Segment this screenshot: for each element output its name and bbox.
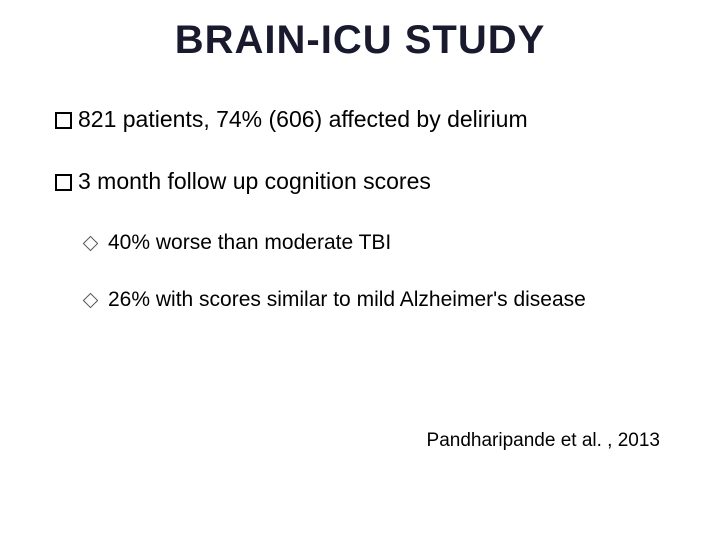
square-bullet-icon bbox=[55, 112, 72, 129]
slide: BRAIN-ICU STUDY 821 patients, 74% (606) … bbox=[0, 0, 720, 540]
bullet-item: 3 month follow up cognition scores bbox=[55, 167, 680, 197]
square-bullet-icon bbox=[55, 174, 72, 191]
corner-decoration-icon bbox=[0, 460, 160, 540]
slide-title: BRAIN-ICU STUDY bbox=[0, 18, 720, 63]
sub-bullet-text: 40% worse than moderate TBI bbox=[108, 229, 391, 256]
diamond-bullet-icon bbox=[83, 236, 99, 252]
bullet-item: 821 patients, 74% (606) affected by deli… bbox=[55, 105, 680, 135]
diamond-bullet-icon bbox=[83, 293, 99, 309]
bullet-text: 821 patients, 74% (606) affected by deli… bbox=[78, 105, 528, 135]
bullet-list: 821 patients, 74% (606) affected by deli… bbox=[55, 105, 680, 343]
sub-bullet-item: 26% with scores similar to mild Alzheime… bbox=[85, 286, 680, 313]
bullet-text: 3 month follow up cognition scores bbox=[78, 167, 431, 197]
sub-bullet-text: 26% with scores similar to mild Alzheime… bbox=[108, 286, 586, 313]
sub-bullet-item: 40% worse than moderate TBI bbox=[85, 229, 680, 256]
citation-text: Pandharipande et al. , 2013 bbox=[427, 430, 660, 452]
